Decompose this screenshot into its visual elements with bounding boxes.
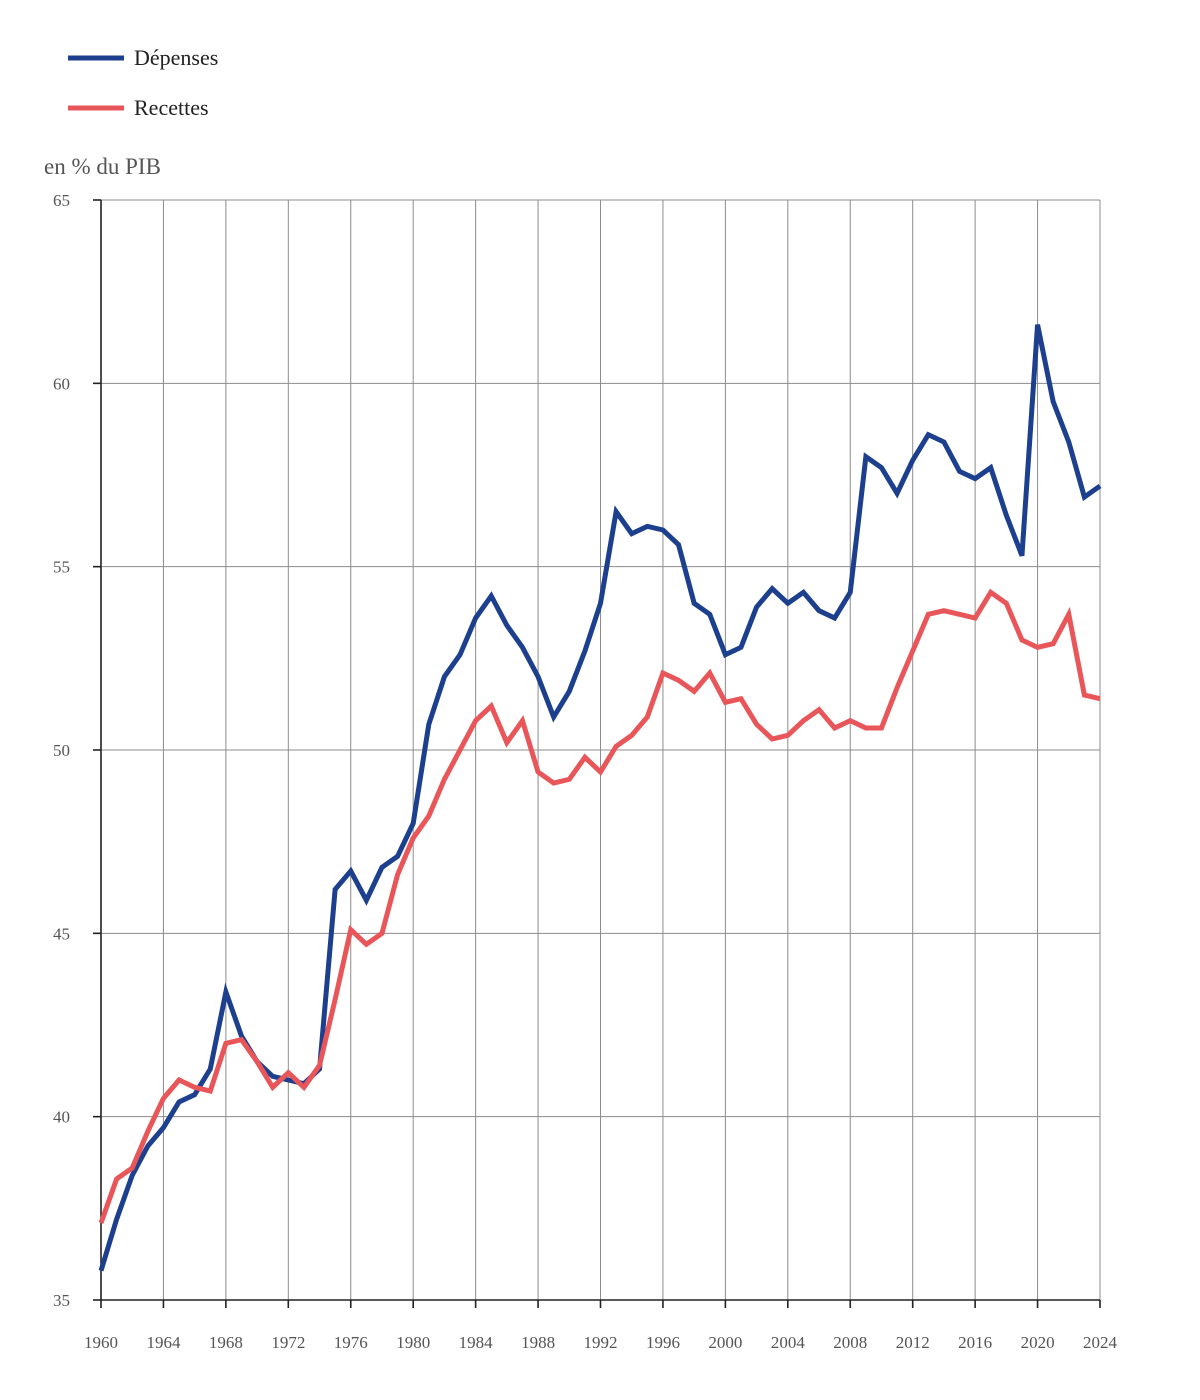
x-tick-label-1984: 1984 (459, 1333, 494, 1352)
x-tick-label-1960: 1960 (84, 1333, 118, 1352)
x-tick-label-1964: 1964 (146, 1333, 181, 1352)
x-tick-label-1992: 1992 (584, 1333, 618, 1352)
y-tick-label-65: 65 (53, 191, 70, 210)
x-tick-label-2004: 2004 (771, 1333, 806, 1352)
x-tick-label-2024: 2024 (1083, 1333, 1118, 1352)
y-tick-label-45: 45 (53, 924, 70, 943)
x-tick-label-1972: 1972 (271, 1333, 305, 1352)
x-tick-label-1988: 1988 (521, 1333, 555, 1352)
x-tick-label-2012: 2012 (896, 1333, 930, 1352)
x-tick-label-1996: 1996 (646, 1333, 680, 1352)
series-line-depenses (98, 324, 1102, 1272)
legend: Dépenses Recettes (68, 45, 218, 120)
series-lines (98, 324, 1102, 1272)
grid (100, 199, 1101, 1301)
y-tick-label-50: 50 (53, 741, 70, 760)
legend-label-depenses: Dépenses (134, 45, 218, 70)
x-tick-label-2020: 2020 (1021, 1333, 1055, 1352)
x-tick-label-2000: 2000 (708, 1333, 742, 1352)
x-tick-label-2016: 2016 (958, 1333, 992, 1352)
axes (93, 199, 1101, 1308)
y-axis-unit-label: en % du PIB (44, 154, 161, 179)
y-tick-label-40: 40 (53, 1108, 70, 1127)
x-tick-label-1980: 1980 (396, 1333, 430, 1352)
series-line-recettes (98, 588, 1101, 1224)
y-tick-label-35: 35 (53, 1291, 70, 1310)
x-tick-label-2008: 2008 (833, 1333, 867, 1352)
y-tick-label-55: 55 (53, 558, 70, 577)
x-tick-label-1968: 1968 (209, 1333, 243, 1352)
tick-labels: 35 40 45 50 55 60 65 1960 1964 1968 1972 1976 1980 19… (53, 191, 1118, 1352)
x-tick-label-1976: 1976 (334, 1333, 368, 1352)
legend-label-recettes: Recettes (134, 95, 209, 120)
y-tick-label-60: 60 (53, 374, 70, 393)
